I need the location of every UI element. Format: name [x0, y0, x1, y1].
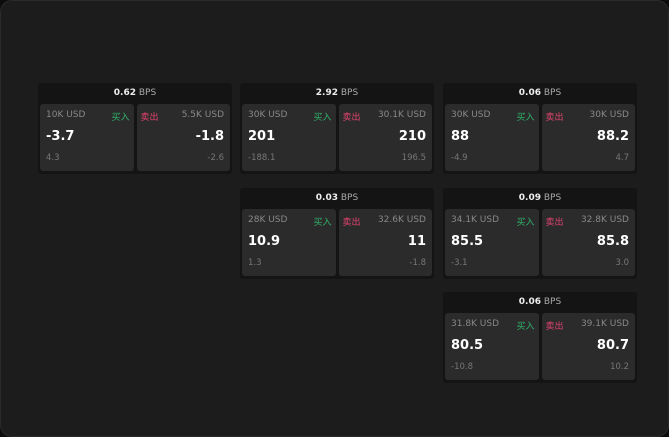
spread-header: 0.06 BPS: [443, 292, 637, 313]
buy-panel[interactable]: 10K USD 买入 -3.7 4.3: [40, 104, 134, 171]
sell-price: 210: [398, 129, 426, 144]
buy-price: 80.5: [451, 338, 484, 353]
sell-price: 88.2: [596, 129, 629, 144]
sell-amount: 39.1K USD: [580, 319, 629, 329]
sell-change: 10.2: [610, 362, 629, 372]
buy-price: 10.9: [248, 234, 281, 249]
spread-value: 0.09: [518, 193, 541, 203]
sell-change: 3.0: [615, 258, 629, 268]
quote-card: 0.62 BPS 10K USD 买入 -3.7 4.3 卖出 5.5K USD -1.8…: [38, 83, 232, 174]
buy-panel[interactable]: 34.1K USD 买入 85.5 -3.1: [445, 209, 539, 276]
quote-card: 0.03 BPS 28K USD 买入 10.9 1.3 卖出 32.6K USD 11 -…: [240, 188, 434, 279]
spread-unit: BPS: [543, 193, 562, 203]
sell-price: -1.8: [195, 129, 224, 144]
buy-label: 买入: [516, 218, 535, 228]
sell-amount: 5.5K USD: [181, 110, 224, 120]
spread-unit: BPS: [543, 297, 562, 307]
quote-card: 0.06 BPS 30K USD 买入 88 -4.9 卖出 30K USD 88.2 4.…: [443, 83, 637, 174]
spread-unit: BPS: [340, 88, 359, 98]
spread-unit: BPS: [138, 88, 157, 98]
buy-change: -3.1: [451, 258, 468, 268]
sell-label: 卖出: [342, 113, 361, 123]
spread-value: 0.03: [315, 193, 338, 203]
sell-panel[interactable]: 卖出 32.6K USD 11 -1.8: [338, 209, 432, 276]
buy-change: -4.9: [451, 153, 468, 163]
quote-card: 0.09 BPS 34.1K USD 买入 85.5 -3.1 卖出 32.8K USD…: [443, 188, 637, 279]
sell-change: -1.8: [409, 258, 426, 268]
sell-price: 80.7: [596, 338, 629, 353]
sell-amount: 30K USD: [589, 110, 629, 120]
buy-amount: 30K USD: [248, 110, 288, 120]
sell-label: 卖出: [545, 113, 564, 123]
buy-panel[interactable]: 31.8K USD 买入 80.5 -10.8: [445, 313, 539, 380]
buy-change: 4.3: [46, 153, 60, 163]
buy-amount: 30K USD: [451, 110, 491, 120]
quote-card: 0.06 BPS 31.8K USD 买入 80.5 -10.8 卖出 39.1K US…: [443, 292, 637, 383]
sell-price: 85.8: [596, 234, 629, 249]
sell-label: 卖出: [140, 113, 159, 123]
spread-header: 2.92 BPS: [240, 83, 434, 104]
sell-label: 卖出: [545, 218, 564, 228]
buy-panel[interactable]: 30K USD 买入 201 -188.1: [242, 104, 336, 171]
buy-amount: 10K USD: [46, 110, 86, 120]
spread-header: 0.09 BPS: [443, 188, 637, 209]
spread-value: 0.06: [518, 297, 541, 307]
buy-change: -188.1: [248, 153, 276, 163]
sell-label: 卖出: [545, 322, 564, 332]
sell-amount: 32.8K USD: [580, 215, 629, 225]
spread-header: 0.03 BPS: [240, 188, 434, 209]
buy-label: 买入: [313, 113, 332, 123]
sell-change: 196.5: [401, 153, 426, 163]
sell-change: -2.6: [207, 153, 224, 163]
buy-label: 买入: [313, 218, 332, 228]
sell-panel[interactable]: 卖出 39.1K USD 80.7 10.2: [541, 313, 635, 380]
sell-amount: 32.6K USD: [377, 215, 426, 225]
buy-price: 201: [248, 129, 276, 144]
sell-label: 卖出: [342, 218, 361, 228]
quote-card: 2.92 BPS 30K USD 买入 201 -188.1 卖出 30.1K USD 2…: [240, 83, 434, 174]
buy-price: 85.5: [451, 234, 484, 249]
buy-label: 买入: [516, 113, 535, 123]
sell-price: 11: [407, 234, 426, 249]
buy-label: 买入: [111, 113, 130, 123]
spread-header: 0.06 BPS: [443, 83, 637, 104]
sell-panel[interactable]: 卖出 30.1K USD 210 196.5: [338, 104, 432, 171]
buy-amount: 34.1K USD: [451, 215, 500, 225]
spread-unit: BPS: [543, 88, 562, 98]
buy-change: -10.8: [451, 362, 473, 372]
sell-panel[interactable]: 卖出 32.8K USD 85.8 3.0: [541, 209, 635, 276]
spread-value: 2.92: [315, 88, 338, 98]
buy-label: 买入: [516, 322, 535, 332]
sell-change: 4.7: [615, 153, 629, 163]
sell-amount: 30.1K USD: [377, 110, 426, 120]
spread-value: 0.62: [113, 88, 136, 98]
buy-price: -3.7: [46, 129, 75, 144]
buy-amount: 28K USD: [248, 215, 288, 225]
spread-header: 0.62 BPS: [38, 83, 232, 104]
spread-unit: BPS: [340, 193, 359, 203]
buy-price: 88: [451, 129, 470, 144]
buy-panel[interactable]: 30K USD 买入 88 -4.9: [445, 104, 539, 171]
sell-panel[interactable]: 卖出 30K USD 88.2 4.7: [541, 104, 635, 171]
buy-amount: 31.8K USD: [451, 319, 500, 329]
buy-change: 1.3: [248, 258, 262, 268]
sell-panel[interactable]: 卖出 5.5K USD -1.8 -2.6: [136, 104, 230, 171]
spread-value: 0.06: [518, 88, 541, 98]
buy-panel[interactable]: 28K USD 买入 10.9 1.3: [242, 209, 336, 276]
